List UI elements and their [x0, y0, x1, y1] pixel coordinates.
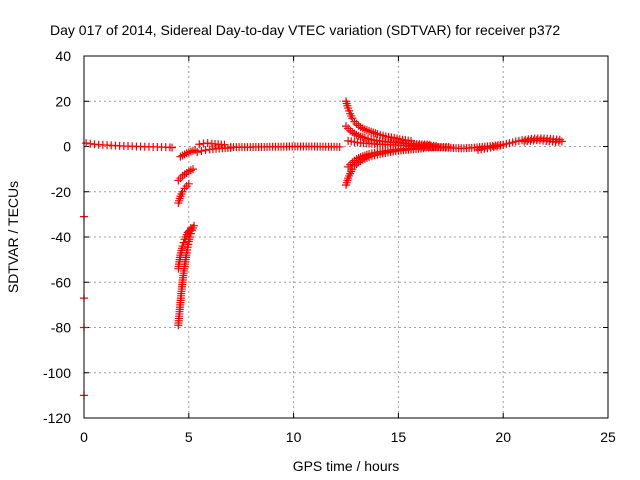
- data-point: [203, 139, 212, 148]
- x-axis-label: GPS time / hours: [293, 458, 400, 474]
- data-point: [179, 238, 188, 247]
- x-tick-label: 5: [185, 429, 193, 445]
- data-point: [186, 223, 195, 232]
- x-tick-label: 15: [391, 429, 407, 445]
- data-point: [220, 140, 229, 149]
- x-tick-label: 10: [286, 429, 302, 445]
- y-tick-label: 0: [63, 139, 71, 155]
- data-points: [80, 97, 566, 400]
- y-tick-label: -100: [43, 365, 71, 381]
- data-point: [178, 242, 187, 251]
- data-point: [201, 146, 210, 155]
- chart-title: Day 017 of 2014, Sidereal Day-to-day VTE…: [50, 22, 560, 38]
- y-tick-label: -20: [51, 184, 71, 200]
- y-tick-label: -120: [43, 410, 71, 426]
- data-point: [193, 148, 202, 157]
- x-tick-label: 20: [495, 429, 511, 445]
- data-point: [419, 144, 428, 153]
- data-point: [168, 143, 177, 152]
- y-axis-label: SDTVAR / TECUs: [5, 181, 21, 293]
- data-point: [195, 140, 204, 149]
- y-tick-label: -80: [51, 320, 71, 336]
- y-tick-label: 40: [55, 48, 71, 64]
- y-tick-label: 20: [55, 93, 71, 109]
- x-tick-label: 0: [80, 429, 88, 445]
- data-point: [557, 137, 566, 146]
- plot-frame: [83, 55, 609, 419]
- data-point: [188, 165, 197, 174]
- data-point: [82, 139, 91, 148]
- y-tick-label: -60: [51, 274, 71, 290]
- data-point: [335, 142, 344, 151]
- x-tick-label: 25: [600, 429, 616, 445]
- x-tick-labels: 0 5 10 15 20 25: [80, 429, 616, 445]
- y-tick-labels: 40 20 0 -20 -40 -60 -80 -100 -120: [43, 48, 71, 426]
- data-point: [184, 179, 193, 188]
- data-point: [197, 147, 206, 156]
- y-tick-label: -40: [51, 229, 71, 245]
